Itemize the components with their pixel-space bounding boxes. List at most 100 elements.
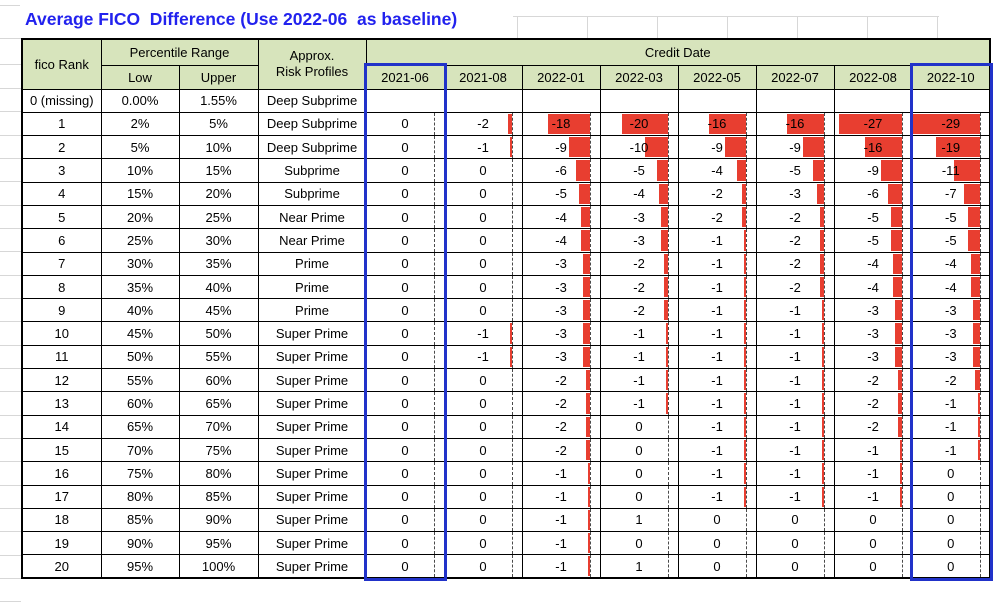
value-cell-2022-05[interactable]: 0 bbox=[677, 531, 757, 556]
value-cell-2021-08[interactable]: 0 bbox=[443, 507, 523, 533]
value-cell-2022-05[interactable]: -1 bbox=[677, 251, 757, 276]
risk-cell[interactable]: Super Prime bbox=[257, 391, 367, 416]
risk-cell[interactable]: Deep Subprime bbox=[257, 135, 367, 160]
value-cell-2021-08[interactable]: -1 bbox=[443, 135, 523, 160]
risk-cell[interactable]: Near Prime bbox=[257, 204, 367, 230]
value-cell-2022-10[interactable]: -3 bbox=[911, 298, 991, 323]
rank-cell[interactable]: 16 bbox=[21, 461, 102, 486]
value-cell-2022-03[interactable]: -4 bbox=[599, 181, 679, 206]
risk-cell[interactable]: Super Prime bbox=[257, 531, 367, 556]
value-cell-2022-07[interactable]: -1 bbox=[755, 461, 835, 486]
risk-cell[interactable]: Prime bbox=[257, 298, 367, 323]
value-cell-2022-07[interactable]: -1 bbox=[755, 391, 835, 416]
value-cell-2022-01[interactable]: -3 bbox=[521, 298, 601, 323]
value-cell-2022-01[interactable]: -2 bbox=[521, 391, 601, 416]
value-cell-2022-01[interactable]: -2 bbox=[521, 414, 601, 439]
header-credit-date[interactable]: Credit Date bbox=[365, 38, 991, 66]
risk-cell[interactable]: Deep Subprime bbox=[257, 111, 367, 137]
value-cell-2022-05[interactable]: -1 bbox=[677, 391, 757, 416]
value-cell-2022-03[interactable]: 1 bbox=[599, 554, 679, 579]
value-cell-2022-08[interactable]: -1 bbox=[833, 484, 913, 509]
value-cell-2022-01[interactable]: -5 bbox=[521, 181, 601, 206]
value-cell-2022-03[interactable]: 1 bbox=[599, 507, 679, 533]
sheet-title[interactable]: Average FICO Difference (Use 2022-06 as … bbox=[25, 9, 458, 29]
value-cell-2021-06[interactable]: 0 bbox=[365, 181, 445, 206]
value-cell-2022-03[interactable]: 0 bbox=[599, 461, 679, 486]
value-cell-2022-10[interactable]: -4 bbox=[911, 274, 991, 300]
value-cell-2021-06[interactable]: 0 bbox=[365, 531, 445, 556]
risk-cell[interactable]: Prime bbox=[257, 274, 367, 300]
value-cell-2021-06[interactable]: 0 bbox=[365, 484, 445, 509]
value-cell-2022-01[interactable]: -1 bbox=[521, 554, 601, 579]
header-risk-profiles[interactable]: Approx. Risk Profiles bbox=[257, 38, 367, 90]
value-cell-2022-07[interactable]: -3 bbox=[755, 181, 835, 206]
risk-cell[interactable]: Deep Subprime bbox=[257, 88, 367, 113]
risk-cell[interactable]: Super Prime bbox=[257, 368, 367, 393]
rank-cell[interactable]: 14 bbox=[21, 414, 102, 439]
rank-cell[interactable]: 12 bbox=[21, 368, 102, 393]
value-cell-2022-07[interactable]: -5 bbox=[755, 158, 835, 183]
value-cell-2022-03[interactable]: -3 bbox=[599, 228, 679, 253]
upper-cell[interactable]: 55% bbox=[178, 344, 259, 370]
value-cell-2021-08[interactable]: 0 bbox=[443, 204, 523, 230]
value-cell-2021-06[interactable]: 0 bbox=[365, 344, 445, 370]
value-cell-2021-08[interactable]: 0 bbox=[443, 298, 523, 323]
value-cell-2022-10[interactable]: 0 bbox=[911, 461, 991, 486]
upper-cell[interactable]: 90% bbox=[178, 507, 259, 533]
value-cell-2022-01[interactable]: -1 bbox=[521, 461, 601, 486]
value-cell-2022-03[interactable]: -5 bbox=[599, 158, 679, 183]
low-cell[interactable]: 30% bbox=[100, 251, 180, 276]
value-cell-2022-03[interactable]: 0 bbox=[599, 414, 679, 439]
value-cell-2022-07[interactable]: -1 bbox=[755, 321, 835, 346]
value-cell-2022-07[interactable]: -1 bbox=[755, 344, 835, 370]
value-cell-2021-08[interactable]: 0 bbox=[443, 274, 523, 300]
value-cell-2022-07[interactable]: -1 bbox=[755, 298, 835, 323]
upper-cell[interactable]: 100% bbox=[178, 554, 259, 579]
value-cell-2022-07[interactable]: -1 bbox=[755, 368, 835, 393]
value-cell-2021-08[interactable]: 0 bbox=[443, 437, 523, 463]
value-cell-2022-03[interactable] bbox=[599, 88, 679, 113]
rank-cell[interactable]: 7 bbox=[21, 251, 102, 276]
value-cell-2022-07[interactable]: -2 bbox=[755, 274, 835, 300]
value-cell-2021-06[interactable]: 0 bbox=[365, 298, 445, 323]
value-cell-2022-05[interactable]: -4 bbox=[677, 158, 757, 183]
value-cell-2022-01[interactable]: -6 bbox=[521, 158, 601, 183]
upper-cell[interactable]: 95% bbox=[178, 531, 259, 556]
value-cell-2022-08[interactable]: -5 bbox=[833, 228, 913, 253]
upper-cell[interactable]: 45% bbox=[178, 298, 259, 323]
value-cell-2022-03[interactable]: -10 bbox=[599, 135, 679, 160]
risk-cell[interactable]: Super Prime bbox=[257, 461, 367, 486]
value-cell-2021-08[interactable]: 0 bbox=[443, 251, 523, 276]
risk-cell[interactable]: Near Prime bbox=[257, 228, 367, 253]
rank-cell[interactable]: 1 bbox=[21, 111, 102, 137]
value-cell-2022-08[interactable] bbox=[833, 88, 913, 113]
value-cell-2022-05[interactable]: 0 bbox=[677, 507, 757, 533]
value-cell-2022-10[interactable]: 0 bbox=[911, 554, 991, 579]
upper-cell[interactable]: 1.55% bbox=[178, 88, 259, 113]
value-cell-2022-08[interactable]: 0 bbox=[833, 554, 913, 579]
value-cell-2022-10[interactable]: -3 bbox=[911, 321, 991, 346]
value-cell-2022-05[interactable]: -1 bbox=[677, 228, 757, 253]
header-date-2021-06[interactable]: 2021-06 bbox=[365, 64, 445, 90]
upper-cell[interactable]: 85% bbox=[178, 484, 259, 509]
value-cell-2022-08[interactable]: -2 bbox=[833, 414, 913, 439]
value-cell-2022-10[interactable]: -4 bbox=[911, 251, 991, 276]
rank-cell[interactable]: 11 bbox=[21, 344, 102, 370]
low-cell[interactable]: 25% bbox=[100, 228, 180, 253]
value-cell-2021-08[interactable]: -1 bbox=[443, 344, 523, 370]
value-cell-2021-06[interactable]: 0 bbox=[365, 391, 445, 416]
value-cell-2022-01[interactable]: -2 bbox=[521, 368, 601, 393]
value-cell-2022-05[interactable]: -1 bbox=[677, 368, 757, 393]
upper-cell[interactable]: 20% bbox=[178, 181, 259, 206]
value-cell-2022-08[interactable]: -6 bbox=[833, 181, 913, 206]
rank-cell[interactable]: 19 bbox=[21, 531, 102, 556]
value-cell-2021-06[interactable]: 0 bbox=[365, 204, 445, 230]
upper-cell[interactable]: 50% bbox=[178, 321, 259, 346]
value-cell-2022-08[interactable]: -27 bbox=[833, 111, 913, 137]
value-cell-2022-03[interactable]: -1 bbox=[599, 368, 679, 393]
rank-cell[interactable]: 4 bbox=[21, 181, 102, 206]
risk-cell[interactable]: Subprime bbox=[257, 181, 367, 206]
value-cell-2022-07[interactable]: -2 bbox=[755, 251, 835, 276]
value-cell-2021-08[interactable]: 0 bbox=[443, 414, 523, 439]
upper-cell[interactable]: 40% bbox=[178, 274, 259, 300]
